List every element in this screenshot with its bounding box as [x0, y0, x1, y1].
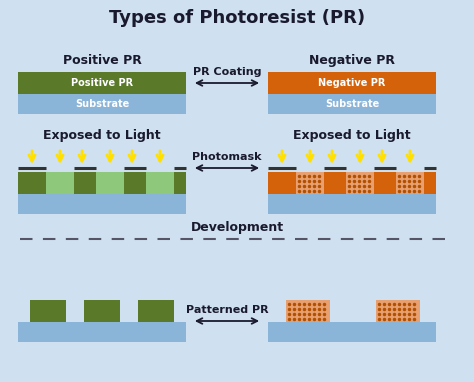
Text: Photomask: Photomask [192, 152, 262, 162]
Bar [18, 322, 186, 342]
Text: Types of Photoresist (PR): Types of Photoresist (PR) [109, 9, 365, 27]
Bar [396, 172, 424, 194]
Text: Positive PR: Positive PR [71, 78, 133, 88]
Text: Negative PR: Negative PR [309, 54, 395, 67]
Text: Substrate: Substrate [325, 99, 379, 109]
Bar [346, 172, 374, 194]
Bar [30, 300, 66, 322]
Text: Negative PR: Negative PR [319, 78, 386, 88]
Bar [46, 172, 74, 194]
Bar [18, 172, 186, 194]
Text: Positive PR: Positive PR [63, 54, 141, 67]
Bar [138, 300, 174, 322]
Text: Patterned PR: Patterned PR [186, 305, 268, 315]
Bar [146, 172, 174, 194]
Text: Development: Development [191, 221, 283, 234]
Bar [286, 300, 330, 322]
Bar [18, 194, 186, 214]
Bar [268, 194, 436, 214]
Text: PR Coating: PR Coating [193, 67, 261, 77]
Bar [96, 172, 124, 194]
Bar [18, 72, 186, 94]
Bar [296, 172, 324, 194]
Bar [84, 300, 120, 322]
Bar [268, 72, 436, 94]
Bar [268, 94, 436, 114]
Bar [268, 322, 436, 342]
Bar [376, 300, 420, 322]
Text: Substrate: Substrate [75, 99, 129, 109]
Bar [268, 172, 436, 194]
Bar [18, 94, 186, 114]
Text: Exposed to Light: Exposed to Light [293, 129, 411, 142]
Text: Exposed to Light: Exposed to Light [43, 129, 161, 142]
